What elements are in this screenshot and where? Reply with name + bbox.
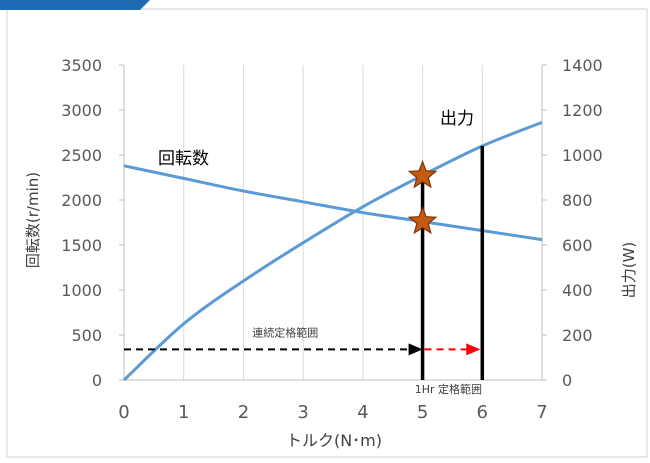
x-tick-label-2: 2 bbox=[238, 402, 249, 423]
y-tick-label-1000: 1000 bbox=[61, 281, 102, 300]
y-tick-label-2000: 2000 bbox=[61, 191, 102, 210]
x-tick-label-4: 4 bbox=[357, 402, 368, 423]
y2-tick-label-800: 800 bbox=[562, 191, 593, 210]
y-tick-label-0: 0 bbox=[92, 371, 102, 390]
x-axis-label: トルク(N･m) bbox=[286, 431, 382, 450]
y2-tick-label-0: 0 bbox=[562, 371, 572, 390]
x-tick-label-1: 1 bbox=[178, 402, 189, 423]
chart-border bbox=[6, 8, 648, 458]
y2-tick-labels: 0 200 400 600 800 1000 1200 1400 bbox=[562, 56, 603, 390]
y-tick-label-500: 500 bbox=[71, 326, 102, 345]
hr-range-arrowhead bbox=[466, 343, 481, 356]
x-tick-label-5: 5 bbox=[417, 402, 428, 423]
y-tick-labels: 0 500 1000 1500 2000 2500 3000 3500 bbox=[61, 56, 102, 390]
y2-tick-label-1400: 1400 bbox=[562, 56, 603, 75]
y-tick-label-1500: 1500 bbox=[61, 236, 102, 255]
hr-range-label: 1Hr 定格範囲 bbox=[415, 382, 482, 396]
corner-tab bbox=[0, 0, 150, 10]
x-tick-label-6: 6 bbox=[477, 402, 488, 423]
rated-point-star-1 bbox=[407, 205, 438, 235]
series-label-rpm: 回転数 bbox=[158, 149, 209, 169]
series-line-0 bbox=[123, 164, 543, 242]
y-tick-label-2500: 2500 bbox=[61, 146, 102, 165]
rated-point-star-0 bbox=[407, 160, 438, 189]
y2-tick-label-600: 600 bbox=[562, 236, 593, 255]
y2-tick-label-1000: 1000 bbox=[562, 146, 603, 165]
y-axis-label: 回転数(r/min) bbox=[24, 172, 42, 268]
series-label-output: 出力 bbox=[440, 109, 474, 129]
y-tick-label-3000: 3000 bbox=[61, 101, 102, 120]
y2-tick-label-400: 400 bbox=[562, 281, 593, 300]
x-tick-label-0: 0 bbox=[118, 402, 129, 423]
x-tick-label-3: 3 bbox=[297, 402, 308, 423]
y2-tick-label-1200: 1200 bbox=[562, 101, 603, 120]
y2-axis-label: 出力(W) bbox=[620, 242, 638, 299]
x-tick-labels: 0 1 2 3 4 5 6 7 bbox=[118, 402, 547, 423]
y-tick-label-3500: 3500 bbox=[61, 56, 102, 75]
x-tick-label-7: 7 bbox=[536, 402, 547, 423]
series-line-1 bbox=[122, 121, 543, 382]
continuous-range-arrowhead bbox=[408, 343, 423, 356]
y2-tick-label-200: 200 bbox=[562, 326, 593, 345]
continuous-range-label: 連続定格範囲 bbox=[252, 325, 318, 339]
axes bbox=[119, 64, 547, 381]
series-lines bbox=[122, 121, 543, 382]
